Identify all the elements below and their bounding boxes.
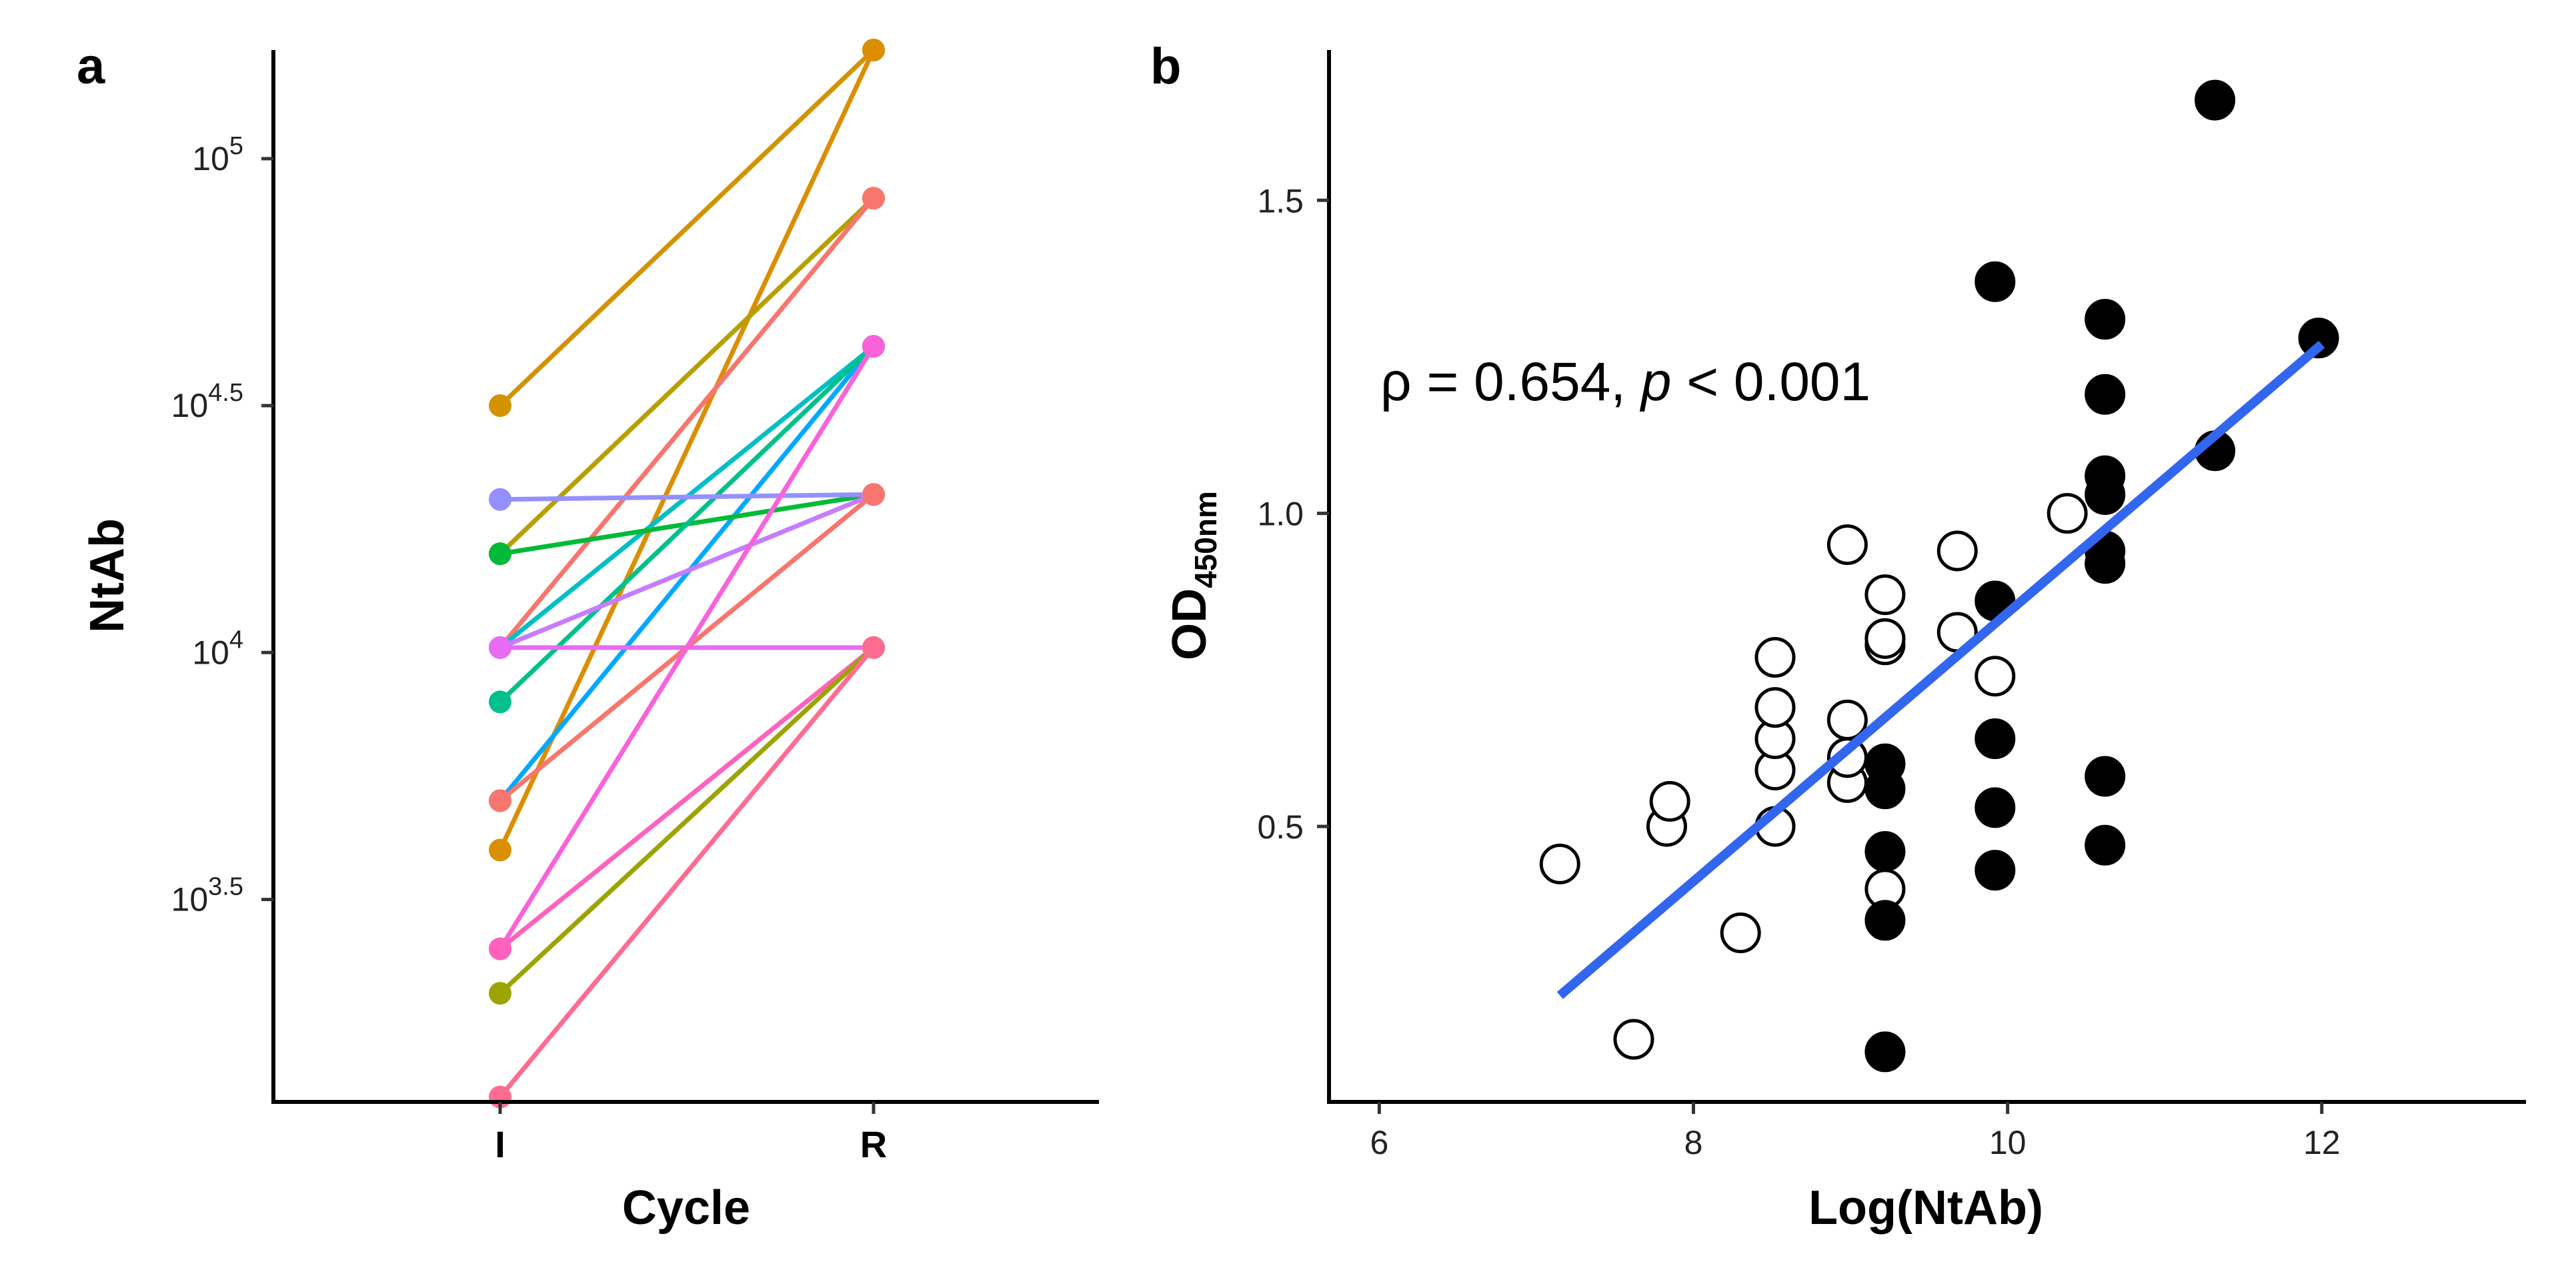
panel-a-x-axis-title: Cycle [622,1181,750,1235]
point-filled-17 [2085,299,2126,340]
series-line-9 [499,492,875,650]
panel-b-points-layer [1539,79,2339,1073]
panel-b-x-tick-label-2: 10 [1989,1124,2027,1161]
point-filled-9 [1975,261,2016,302]
panel-a-x-tick-label-R: R [860,1123,887,1165]
point-open-20 [1975,656,2016,697]
series-line-8 [499,492,874,502]
panel-a-label: a [77,38,105,95]
point-open-21 [2047,493,2088,534]
p-value: < 0.001 [1671,352,1870,412]
series-point-13-I [489,937,511,961]
series-point-11-R [862,483,885,506]
panel-a-series-layer [489,39,885,1109]
point-filled-15 [2085,455,2126,496]
point-open-9 [1754,637,1796,678]
correlation-annotation: ρ = 0.654, p < 0.001 [1380,352,1870,412]
p-symbol: p [1639,352,1672,412]
panel-b-x-axis-title: Log(NtAb) [1808,1181,2043,1235]
point-open-17 [1864,574,1906,616]
panel-b-x-tick-label-3: 12 [2303,1124,2341,1161]
series-line-0 [498,48,876,408]
series-point-6-I [489,542,511,566]
panel-b-x-tick-label-1: 8 [1684,1124,1703,1161]
panel-a-y-tick-label-1: 104 [192,626,243,671]
series-point-12-R [862,335,885,358]
panel-a-y-axis-title: NtAb [81,518,134,633]
panel-b-fit-layer [1556,340,2325,999]
panel-a-y-tick-label-3: 105 [192,132,243,177]
series-line-3 [498,196,876,650]
panel-b-y-axis-title-subscript: 450nm [1188,491,1223,588]
point-filled-1 [1864,900,1906,941]
point-open-13 [1826,524,1868,566]
series-line-7 [498,344,876,704]
panel-a-y-ticks: 103.5 104 104.5 105 [171,132,273,918]
panel-b-y-tick-label-0: 0.5 [1257,808,1304,846]
point-filled-4 [1864,743,1906,784]
panel-a-axes [271,50,1099,1104]
point-filled-20 [2298,318,2339,359]
point-filled-16 [2085,374,2126,415]
rho-value: = 0.654, [1412,352,1641,412]
series-line-2 [498,196,876,556]
panel-b-y-axis-title: OD450nm [1163,491,1223,660]
point-open-19 [1937,530,1978,572]
series-point-1-R [862,39,885,61]
panel-b-chart: 0.5 1.0 1.5 6 8 10 12 ρ = 0.654, p < 0.001 Lo… [1163,50,2526,1235]
series-line-15 [498,646,876,1099]
panel-b-y-tick-label-1: 1.0 [1257,496,1304,533]
point-open-12 [1826,699,1868,740]
series-point-7-I [489,690,511,714]
point-filled-7 [1975,718,2016,760]
panel-a-x-tick-label-I: I [495,1123,505,1165]
point-open-3 [1649,780,1690,822]
point-filled-11 [2085,756,2126,797]
series-line-13 [498,646,876,951]
series-point-14-I [489,982,511,1005]
panel-b-label: b [1150,38,1181,95]
series-point-10-I [489,636,511,659]
series-point-1-I [489,838,511,862]
panel-a-y-tick-label-2: 104.5 [171,379,243,424]
panel-b-y-axis-title-main: OD [1163,588,1216,660]
point-open-16 [1864,618,1906,659]
series-point-11-I [489,789,511,812]
panel-b-axes [1327,50,2526,1104]
rho-symbol: ρ [1380,352,1412,412]
point-filled-0 [1864,1031,1906,1073]
point-open-1 [1613,1019,1654,1060]
series-line-12 [498,345,876,951]
point-filled-5 [1975,850,2016,891]
panel-b-x-tick-label-0: 6 [1370,1124,1388,1161]
point-open-4 [1720,912,1761,954]
panel-a-y-tick-label-0: 103.5 [171,872,243,918]
series-point-8-I [489,488,511,511]
panel-b-y-tick-label-2: 1.5 [1257,182,1304,219]
series-line-1 [497,49,876,851]
series-point-0-I [489,394,511,418]
panel-b-x-ticks: 6 8 10 12 [1370,1102,2341,1161]
point-filled-10 [2085,824,2126,866]
point-filled-19 [2195,79,2236,121]
point-filled-6 [1975,787,2016,828]
panel-b-y-ticks: 0.5 1.0 1.5 [1257,182,1329,846]
point-open-8 [1754,687,1796,728]
point-filled-2 [1864,831,1906,872]
regression-line [1556,340,2325,999]
series-point-3-R [862,187,885,210]
point-open-0 [1539,843,1580,884]
series-point-15-R [862,636,885,659]
series-line-14 [498,646,876,995]
